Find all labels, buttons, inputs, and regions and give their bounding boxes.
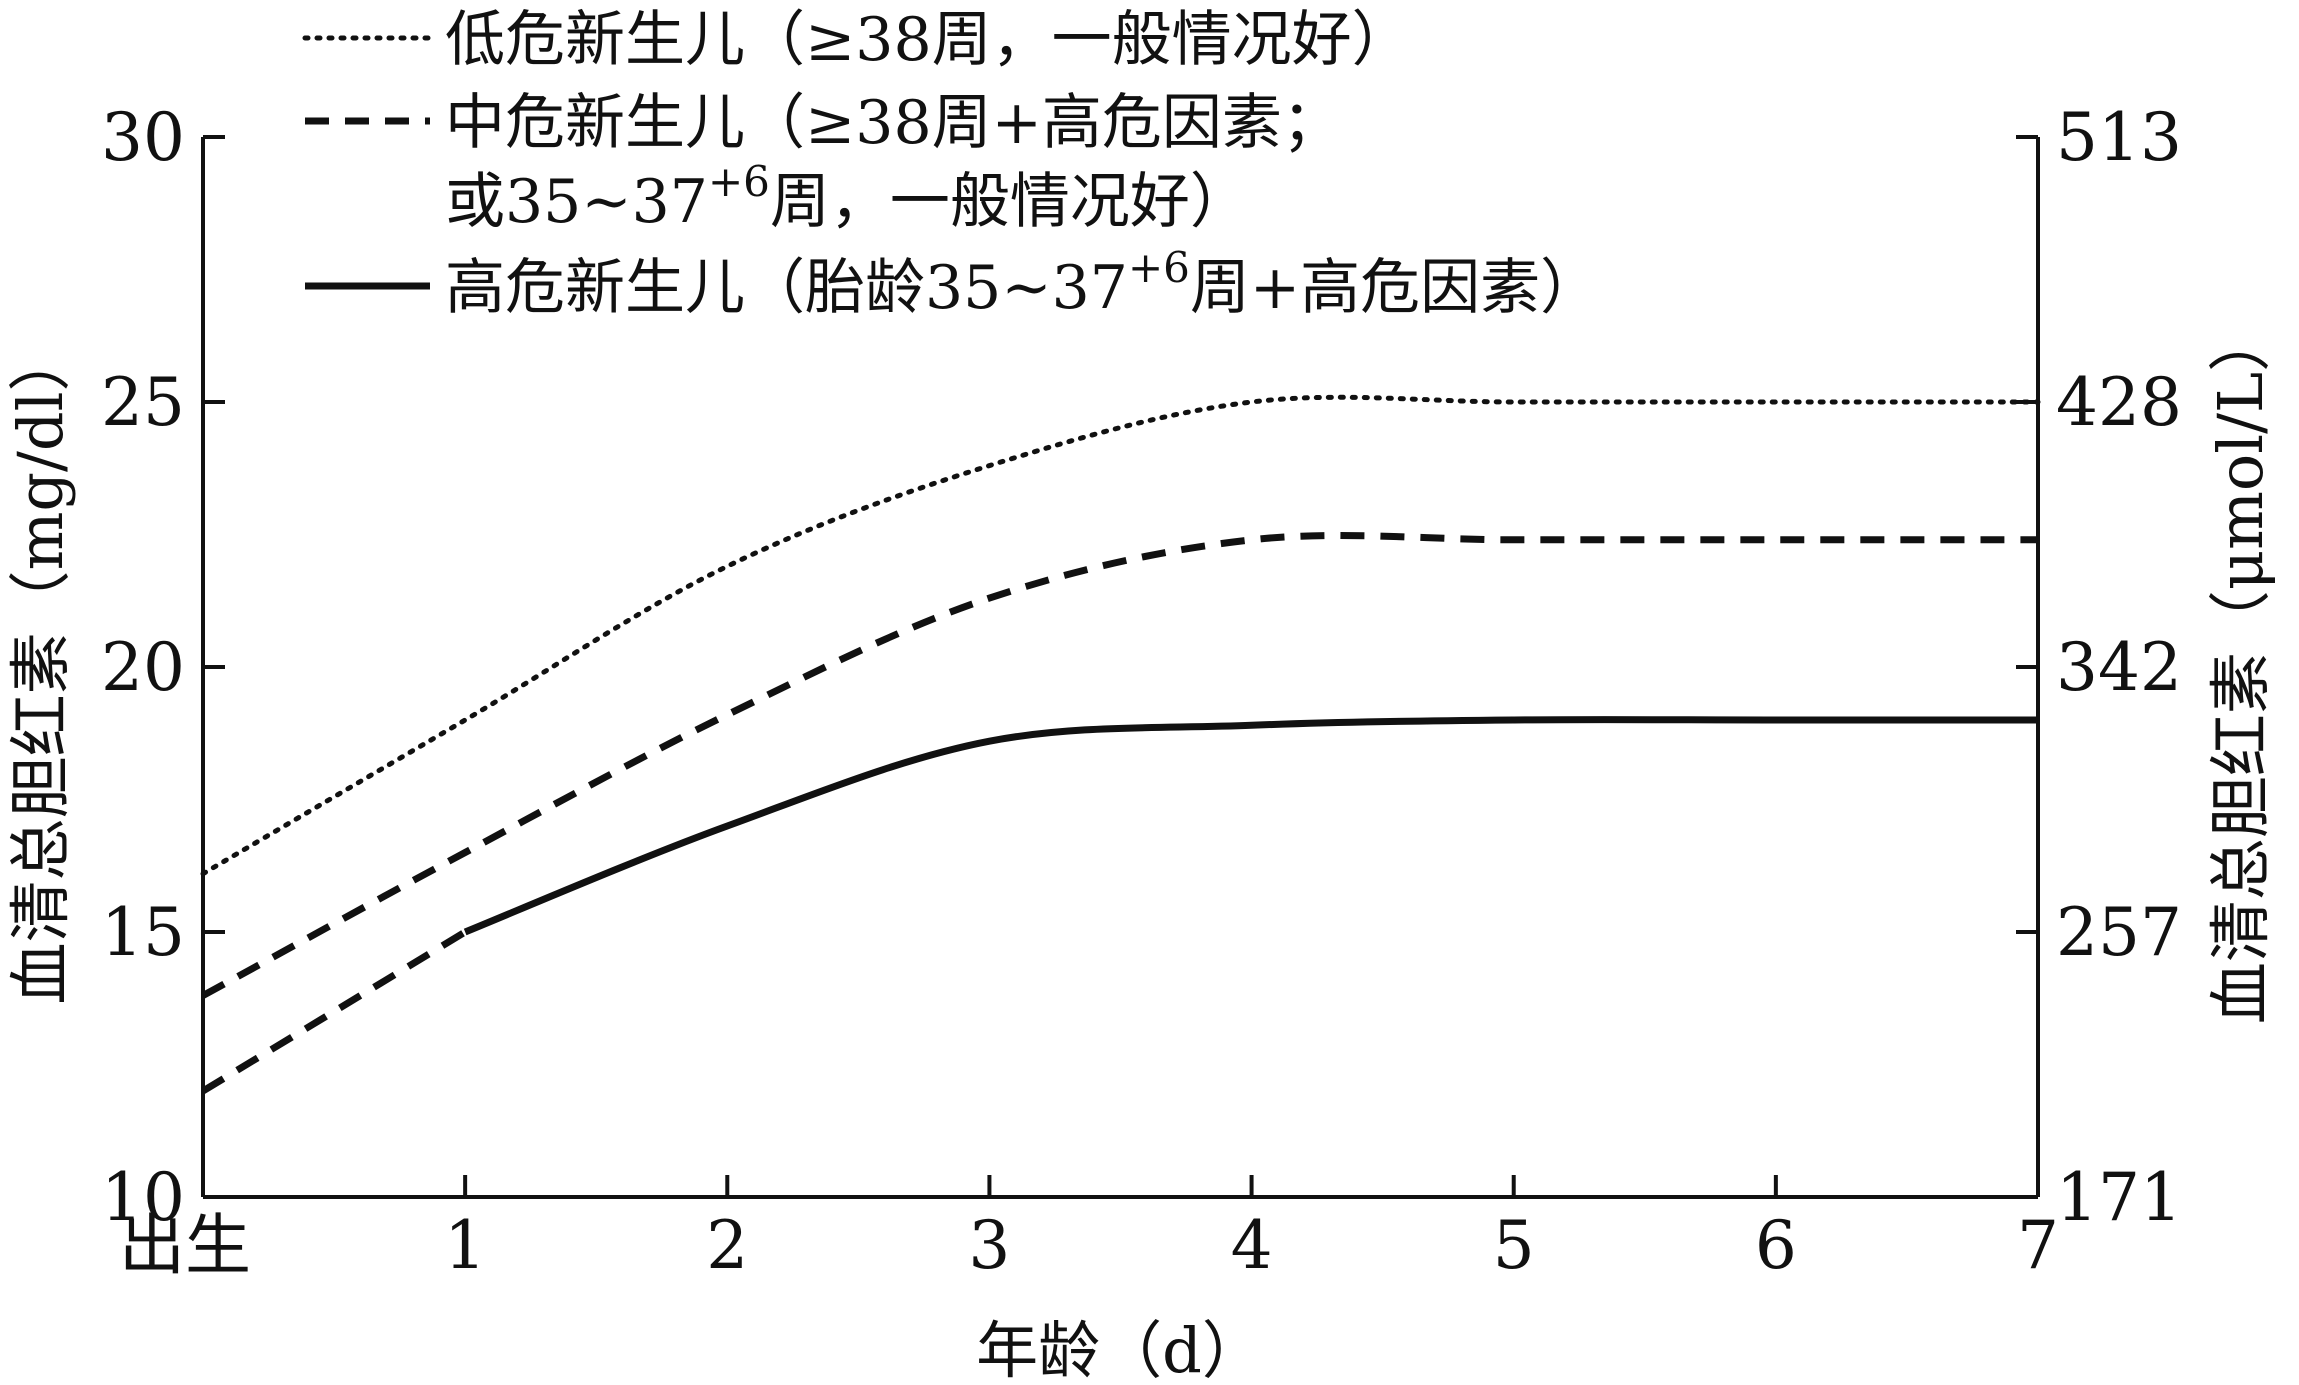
y-axis-title-left: 血清总胆红素（mg/dl） bbox=[4, 330, 77, 1005]
x-tick-label: 2 bbox=[706, 1207, 748, 1284]
legend-high-part2: 周+高危因素） bbox=[1190, 253, 1600, 323]
x-tick-label: 1 bbox=[444, 1207, 486, 1284]
legend-label-mid-risk-line1: 中危新生儿（≥38周+高危因素； bbox=[445, 88, 1342, 158]
x-tick-label: 5 bbox=[1493, 1207, 1535, 1284]
x-tick-label: 7 bbox=[2017, 1207, 2059, 1284]
series-line-high-risk-early bbox=[201, 929, 467, 1094]
legend-label-low-risk: 低危新生儿（≥38周，一般情况好） bbox=[445, 5, 1412, 75]
x-axis-title: 年龄（d） bbox=[976, 1314, 1264, 1385]
x-tick-label: 6 bbox=[1755, 1207, 1797, 1284]
legend-high-superscript: +6 bbox=[1128, 243, 1190, 292]
series-line-mid-risk bbox=[201, 531, 2038, 999]
legend-mid-part1: 或35~37 bbox=[445, 167, 708, 237]
y-tick-label-left: 15 bbox=[101, 894, 185, 971]
series-line-high-risk bbox=[463, 716, 2038, 936]
y-tick-label-left: 20 bbox=[101, 629, 185, 706]
y-axis-title-right: 血清总胆红素（μmol/L） bbox=[2204, 310, 2277, 1024]
y-ticks-right: 171 257 342 428 513 bbox=[2016, 99, 2182, 1236]
y-tick-label-left: 30 bbox=[101, 99, 185, 176]
y-tick-label-right: 513 bbox=[2056, 99, 2182, 176]
series-line-low-risk bbox=[200, 394, 2041, 877]
x-tick-label: 出生 bbox=[119, 1207, 251, 1284]
legend: 低危新生儿（≥38周，一般情况好） 中危新生儿（≥38周+高危因素； 或35~3… bbox=[302, 5, 1600, 323]
x-tick-label: 3 bbox=[968, 1207, 1010, 1284]
legend-label-mid-risk-line2: 或35~37+6周，一般情况好） bbox=[445, 157, 1250, 237]
series-lines bbox=[200, 394, 2041, 1094]
legend-high-part1: 高危新生儿（胎龄35~37 bbox=[445, 253, 1128, 323]
y-tick-label-right: 171 bbox=[2056, 1159, 2182, 1236]
legend-mid-superscript: +6 bbox=[708, 157, 770, 206]
y-tick-label-right: 428 bbox=[2056, 364, 2182, 441]
y-ticks-left: 10 15 20 25 30 bbox=[101, 99, 225, 1236]
y-tick-label-left: 25 bbox=[101, 364, 185, 441]
y-tick-label-right: 342 bbox=[2056, 629, 2182, 706]
x-ticks: 出生 1 2 3 4 5 6 7 bbox=[119, 1175, 2059, 1284]
y-tick-label-left: 10 bbox=[101, 1159, 185, 1236]
x-tick-label: 4 bbox=[1231, 1207, 1273, 1284]
y-tick-label-right: 257 bbox=[2056, 894, 2182, 971]
legend-label-high-risk: 高危新生儿（胎龄35~37+6周+高危因素） bbox=[445, 243, 1600, 323]
legend-mid-part2: 周，一般情况好） bbox=[770, 167, 1250, 237]
